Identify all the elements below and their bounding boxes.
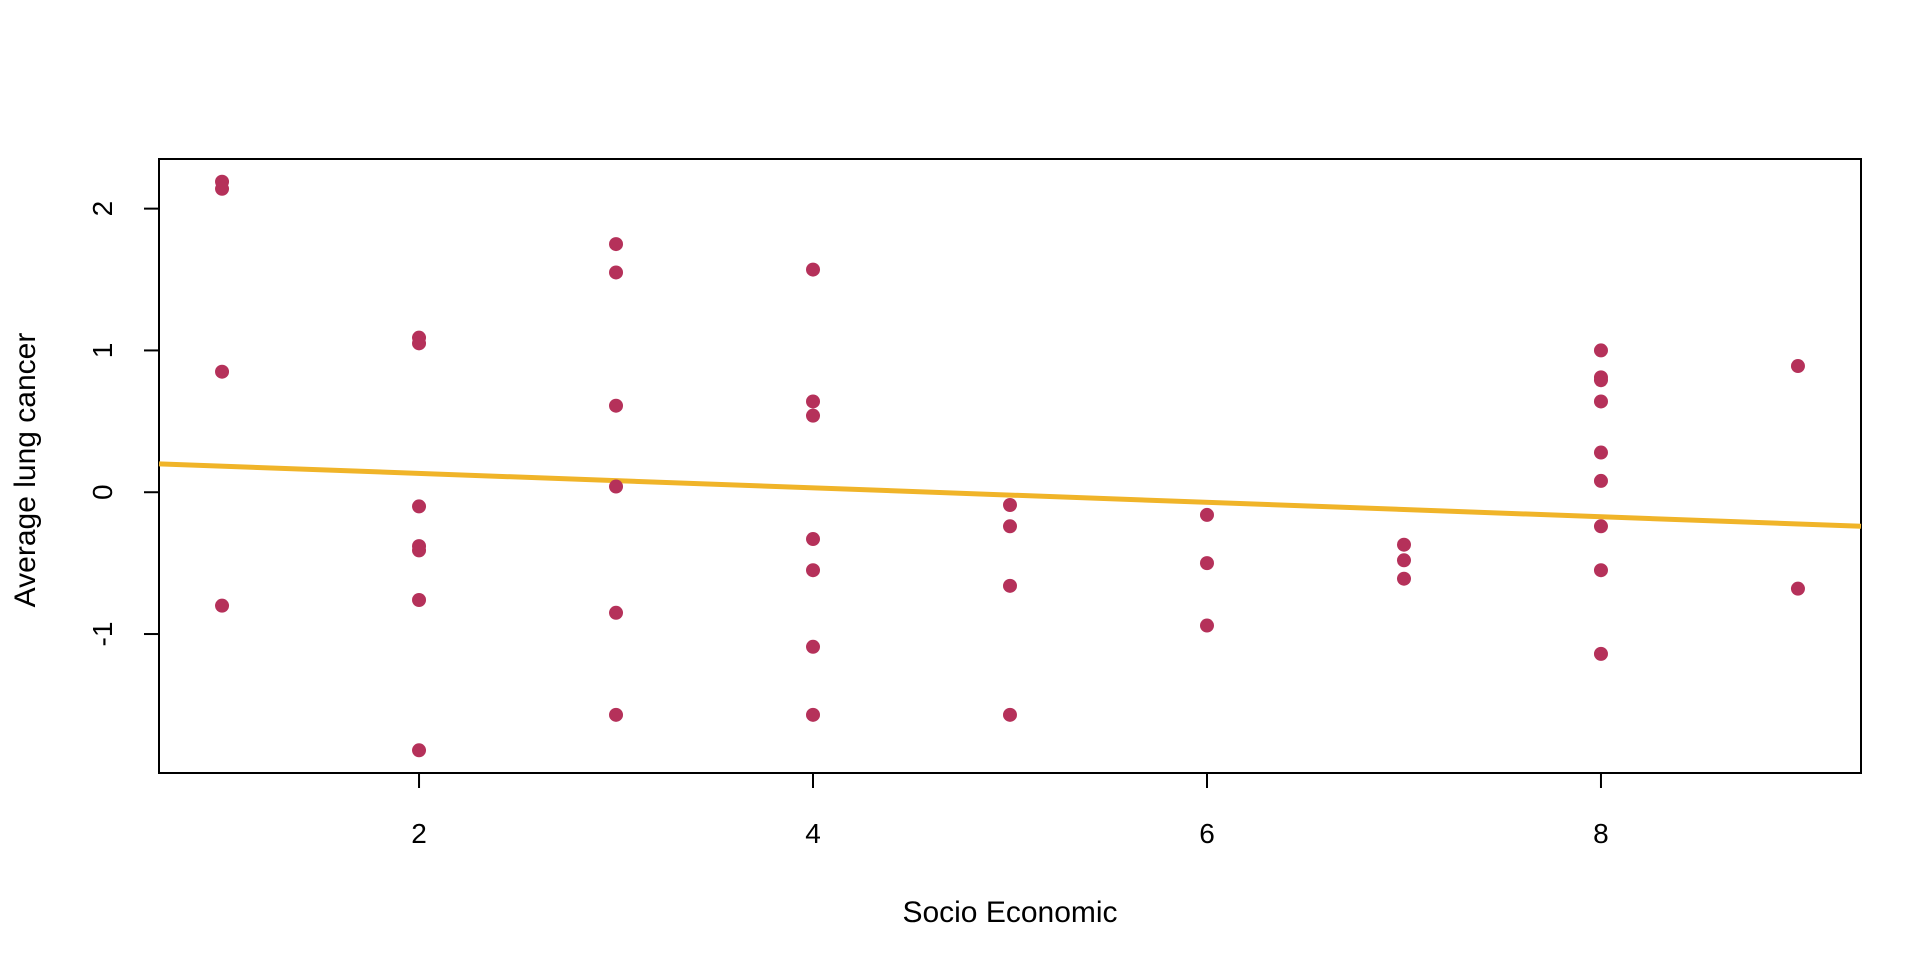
x-axis-title: Socio Economic <box>902 896 1117 929</box>
data-point <box>215 598 230 613</box>
points-layer <box>215 174 1805 758</box>
data-point <box>1593 445 1608 460</box>
data-point <box>1593 519 1608 534</box>
data-point <box>609 479 624 494</box>
data-point <box>1790 359 1805 374</box>
x-tick-label: 2 <box>411 818 427 849</box>
data-point <box>215 364 230 379</box>
data-point <box>1593 373 1608 388</box>
data-point <box>1396 553 1411 568</box>
data-point <box>806 563 821 578</box>
data-point <box>609 398 624 413</box>
y-axis: -1 0 1 2 <box>87 201 159 647</box>
x-tick-label: 6 <box>1199 818 1215 849</box>
plot-frame <box>158 158 1862 774</box>
x-tick-label: 8 <box>1593 818 1609 849</box>
data-point <box>412 336 427 351</box>
data-point <box>609 605 624 620</box>
data-point <box>412 499 427 514</box>
data-point <box>609 707 624 722</box>
data-point <box>806 639 821 654</box>
data-point <box>1003 578 1017 593</box>
x-axis: 2 4 6 8 <box>411 773 1609 849</box>
data-point <box>1199 556 1214 571</box>
regression-line <box>158 461 1862 529</box>
data-point <box>1593 563 1608 578</box>
data-point <box>1396 571 1411 586</box>
data-point <box>806 394 821 409</box>
data-point <box>806 408 821 423</box>
data-point <box>806 262 821 277</box>
y-tick-label: -1 <box>87 622 118 647</box>
data-point <box>412 593 427 608</box>
data-point <box>609 265 624 280</box>
data-point <box>1593 394 1608 409</box>
data-point <box>1003 707 1017 722</box>
y-tick-label: 0 <box>87 484 118 500</box>
data-point <box>412 743 427 758</box>
fit-line-layer <box>158 461 1862 529</box>
data-point <box>1003 519 1017 534</box>
y-tick-label: 2 <box>87 201 118 217</box>
x-tick-label: 4 <box>805 818 821 849</box>
data-point <box>1396 537 1411 552</box>
y-axis-title: Average lung cancer <box>9 333 42 608</box>
y-tick-label: 1 <box>87 343 118 359</box>
data-point <box>215 181 230 196</box>
data-point <box>1199 507 1214 522</box>
data-point <box>1790 581 1805 596</box>
data-point <box>609 237 624 252</box>
data-point <box>806 532 821 547</box>
data-point <box>1593 646 1608 661</box>
data-point <box>1593 343 1608 358</box>
data-point <box>1199 618 1214 633</box>
data-point <box>1003 497 1017 512</box>
data-point <box>1593 473 1608 488</box>
data-point <box>412 543 427 558</box>
data-point <box>806 707 821 722</box>
